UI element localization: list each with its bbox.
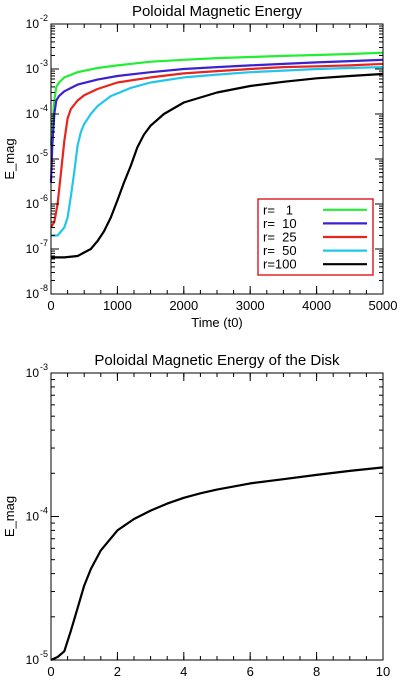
chart-title: Poloidal Magnetic Energy of the Disk: [94, 352, 340, 369]
x-tick-label: 1000: [103, 298, 132, 313]
y-tick-exponent: -3: [40, 58, 48, 68]
x-tick-label: 2: [114, 664, 121, 679]
x-axis-label: Time (t0): [191, 315, 243, 330]
x-tick-label: 6: [247, 664, 254, 679]
legend-label: r= 1: [263, 202, 293, 217]
y-tick-label: 10: [26, 152, 40, 166]
y-tick-label: 10: [26, 287, 40, 301]
x-tick-label: 4000: [302, 298, 331, 313]
y-tick-exponent: -5: [40, 649, 48, 659]
legend-label: r= 50: [263, 243, 297, 258]
chart-title: Poloidal Magnetic Energy: [132, 3, 303, 20]
y-tick-exponent: -3: [40, 362, 48, 372]
x-tick-label: 5000: [369, 298, 398, 313]
y-tick-label: 10: [26, 653, 40, 667]
y-tick-label: 10: [26, 107, 40, 121]
series-line-3: [50, 62, 384, 229]
x-tick-label: 10: [376, 664, 390, 679]
legend: r= 1r= 10r= 25r= 50r=100: [257, 198, 374, 276]
x-tick-label: 2000: [169, 298, 198, 313]
y-tick-label: 10: [26, 197, 40, 211]
series-line-2: [49, 58, 384, 183]
series-line-5: [51, 72, 384, 259]
y-tick-label: 10: [26, 242, 40, 256]
series-line-1: [50, 466, 384, 662]
y-tick-label: 10: [26, 17, 40, 31]
series-line-4: [51, 66, 384, 237]
y-tick-exponent: -4: [40, 103, 48, 113]
y-tick-exponent: -8: [40, 283, 48, 293]
y-tick-exponent: -4: [40, 506, 48, 516]
legend-label: r= 10: [263, 216, 297, 231]
x-tick-label: 0: [47, 298, 54, 313]
x-tick-label: 0: [47, 664, 54, 679]
x-tick-label: 4: [180, 664, 187, 679]
legend-label: r=100: [263, 257, 297, 272]
y-axis-label: E_mag: [2, 138, 17, 179]
chart-2: Poloidal Magnetic Energy of the Disk 0 2 4 6…: [2, 352, 390, 687]
y-tick-label: 10: [26, 62, 40, 76]
x-tick-label: 3000: [236, 298, 265, 313]
y-tick-label: 10: [26, 366, 40, 380]
y-tick-exponent: -7: [40, 238, 48, 248]
legend-label: r= 25: [263, 230, 297, 245]
chart-1: Poloidal Magnetic Energy 0 1000 2000 3000 400…: [2, 3, 397, 330]
plot-frame: [50, 372, 384, 661]
x-tick-label: 8: [313, 664, 320, 679]
y-tick-exponent: -5: [40, 148, 48, 158]
y-tick-exponent: -2: [40, 13, 48, 23]
y-axis-label: E_mag: [2, 496, 17, 537]
y-tick-label: 10: [26, 510, 40, 524]
series-line-1: [49, 51, 384, 146]
y-tick-exponent: -6: [40, 193, 48, 203]
